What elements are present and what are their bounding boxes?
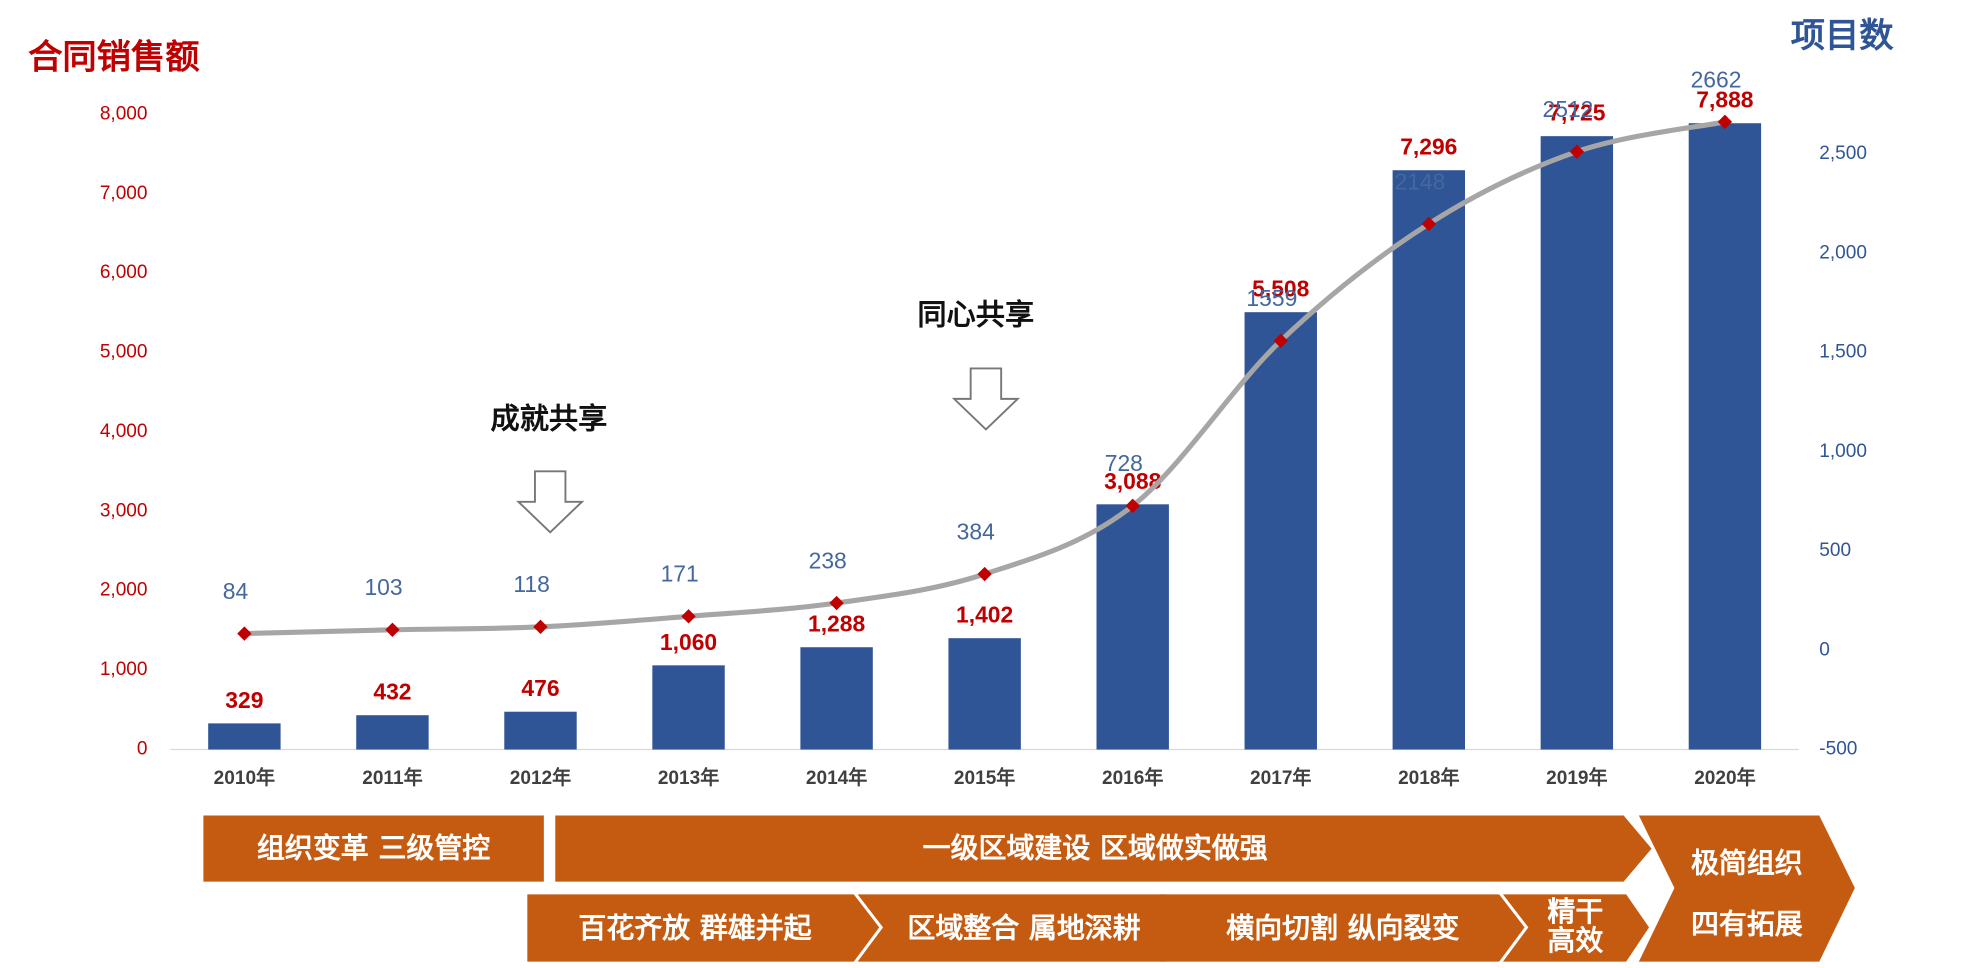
y2-tick-label: 2,500 — [1819, 143, 1867, 164]
line-value-label: 103 — [364, 574, 402, 600]
phase-banners — [203, 815, 1855, 962]
x-tick-label: 2011年 — [362, 766, 422, 789]
phase-label: 极简组织 — [1691, 847, 1803, 880]
x-tick-label: 2018年 — [1398, 766, 1459, 789]
bar-value-label: 1,402 — [956, 602, 1013, 628]
bar — [504, 711, 577, 750]
line-marker — [1273, 333, 1288, 348]
y2-tick-label: 1,000 — [1819, 441, 1867, 462]
y2-axis-title: 项目数 — [1791, 16, 1895, 56]
y-tick-label: 2,000 — [100, 580, 148, 601]
phase-label: 区域整合 属地深耕 — [907, 911, 1140, 944]
bar — [948, 638, 1021, 750]
x-tick-label: 2012年 — [510, 766, 571, 789]
y2-tick-label: 1,500 — [1819, 342, 1867, 363]
y-tick-label: 1,000 — [100, 659, 148, 680]
y2-tick-label: 500 — [1819, 540, 1851, 561]
x-tick-label: 2013年 — [658, 766, 719, 789]
phase-label: 四有拓展 — [1691, 908, 1803, 941]
banner — [555, 815, 1652, 882]
y-tick-label: 7,000 — [100, 183, 148, 204]
phase-label: 组织变革 三级管控 — [257, 831, 490, 864]
bar-value-label: 329 — [225, 687, 263, 713]
bar-value-label: 7,296 — [1400, 134, 1457, 160]
bar-value-label: 432 — [373, 679, 411, 705]
bar — [1540, 136, 1614, 750]
phase-label: 百花齐放 群雄并起 — [578, 911, 812, 944]
line-value-label: 2662 — [1691, 66, 1742, 92]
y-tick-label: 0 — [137, 739, 148, 760]
arrow — [516, 470, 585, 534]
phase-label: 高效 — [1547, 924, 1603, 957]
x-tick-label: 2019年 — [1546, 766, 1607, 789]
line-marker — [1125, 498, 1140, 513]
bar-value-label: 7,888 — [1696, 87, 1753, 113]
line-value-label: 238 — [809, 547, 847, 573]
banner — [1502, 894, 1650, 962]
line-marker — [385, 622, 400, 637]
phase-label: 一级区域建设 区域做实做强 — [923, 831, 1268, 864]
line-marker — [977, 566, 992, 582]
bar-value-label: 1,060 — [660, 629, 717, 655]
x-tick-label: 2010年 — [214, 766, 275, 789]
bar-value-label: 476 — [521, 675, 559, 701]
line-value-label: 2148 — [1394, 168, 1445, 194]
line-value-label: 118 — [513, 571, 549, 597]
x-tick-label: 2017年 — [1250, 766, 1311, 789]
bar-value-label: 1,288 — [808, 611, 865, 637]
bar — [356, 715, 429, 750]
x-tick-label: 2016年 — [1102, 766, 1163, 789]
y-tick-label: 4,000 — [100, 421, 148, 442]
line-marker — [681, 609, 696, 624]
arrow — [951, 367, 1021, 431]
banner — [857, 894, 1195, 962]
phase-label: 精干 — [1547, 895, 1603, 928]
y2-tick-label: 2,000 — [1819, 242, 1867, 263]
line-marker — [829, 595, 844, 611]
line — [244, 119, 1726, 637]
annotation: 同心共享 — [917, 297, 1034, 331]
y-tick-label: 6,000 — [100, 262, 148, 283]
banner — [203, 815, 544, 882]
line-value-label: 384 — [957, 518, 995, 544]
bar — [1392, 170, 1466, 750]
y-axis-title: 合同销售额 — [28, 38, 200, 78]
line-value-label: 84 — [223, 578, 249, 604]
bar — [1096, 504, 1169, 750]
y-tick-label: 5,000 — [100, 342, 148, 363]
line-marker — [237, 626, 252, 641]
bar — [652, 665, 725, 750]
line-value-label: 728 — [1105, 450, 1143, 476]
line-value-label: 1559 — [1246, 285, 1297, 311]
bar — [800, 647, 873, 750]
line-value-label: 171 — [661, 561, 699, 587]
banner — [527, 894, 880, 962]
line-marker — [533, 619, 548, 635]
annotation: 成就共享 — [491, 401, 608, 435]
bar-value-label: 5,508 — [1252, 276, 1309, 302]
bar — [1688, 123, 1762, 750]
x-tick-label: 2015年 — [954, 766, 1015, 789]
y-tick-label: 3,000 — [100, 500, 148, 521]
y2-tick-label: -500 — [1819, 739, 1857, 760]
banner — [1638, 815, 1855, 962]
phase-label: 横向切割 纵向裂变 — [1226, 911, 1459, 944]
y-tick-label: 8,000 — [100, 103, 148, 124]
y2-tick-label: 0 — [1819, 639, 1830, 660]
x-tick-label: 2020年 — [1694, 766, 1755, 789]
x-tick-label: 2014年 — [806, 766, 867, 789]
bar — [1244, 312, 1317, 750]
bar-value-label: 7,725 — [1548, 100, 1605, 126]
bar — [208, 723, 281, 750]
banner — [1159, 894, 1525, 962]
line-value-label: 2512 — [1543, 96, 1594, 122]
